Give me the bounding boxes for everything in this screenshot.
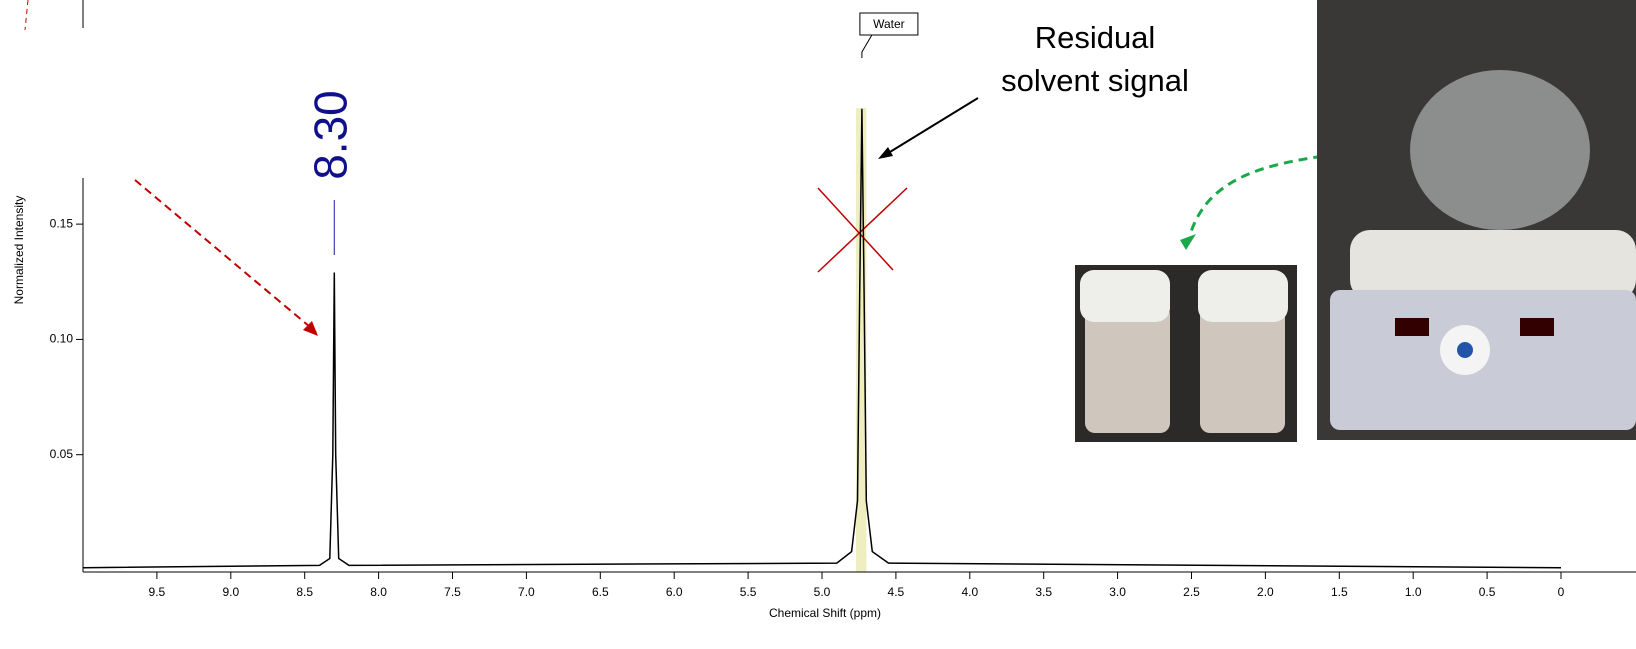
- vial-cap: [1198, 270, 1288, 322]
- hotplate-photo: [1317, 0, 1636, 440]
- x-tick-label: 3.5: [1035, 585, 1052, 599]
- x-tick-label: 6.5: [592, 585, 609, 599]
- x-tick-label: 8.5: [296, 585, 313, 599]
- spectrum-line: [82, 108, 1562, 569]
- vial: [1085, 305, 1170, 433]
- x-tick-label: 4.0: [961, 585, 978, 599]
- x-tick-label: 3.0: [1109, 585, 1126, 599]
- x-tick-label: 2.5: [1183, 585, 1200, 599]
- vial-cap: [1080, 270, 1170, 322]
- x-tick-label: 7.0: [518, 585, 535, 599]
- x-axis-label: Chemical Shift (ppm): [769, 606, 881, 620]
- water-label: Water: [873, 17, 905, 31]
- water-label-pointer: [861, 34, 873, 58]
- water-label-box: [859, 12, 919, 36]
- x-tick-label: 1.5: [1331, 585, 1348, 599]
- flask: [1410, 70, 1590, 230]
- y-tick-label: 0.15: [50, 216, 74, 230]
- y-tick-label: 0.05: [50, 447, 74, 461]
- x-tick-label: 1.0: [1405, 585, 1422, 599]
- x-tick-label: 5.5: [740, 585, 757, 599]
- y-tick-label: 0.10: [50, 332, 74, 346]
- dashed-mark: [24, 0, 29, 31]
- green-arrow: [1188, 150, 1353, 236]
- highlight-band: [855, 108, 867, 572]
- annotation-text: solvent signal: [1001, 63, 1189, 98]
- display: [1520, 318, 1554, 336]
- x-tick-label: 4.5: [888, 585, 905, 599]
- annotation-arrow: [884, 97, 979, 156]
- arrow-head: [878, 147, 893, 159]
- arrow-head: [1180, 234, 1196, 250]
- arrow-head: [303, 321, 318, 336]
- x-tick-label: 9.5: [149, 585, 166, 599]
- hotplate-top: [1350, 230, 1636, 300]
- peak-label: 8.30: [304, 90, 356, 180]
- x-tick-label: 6.0: [666, 585, 683, 599]
- x-tick-label: 5.0: [814, 585, 831, 599]
- x-tick-label: 2.0: [1257, 585, 1274, 599]
- vials-photo: [1075, 265, 1297, 442]
- x-tick-label: 0: [1558, 585, 1565, 599]
- vial: [1200, 305, 1285, 433]
- red-arrow: [134, 179, 317, 333]
- knob-center: [1457, 342, 1473, 358]
- x-tick-label: 0.5: [1479, 585, 1496, 599]
- display: [1395, 318, 1429, 336]
- y-axis-label: Normalized Intensity: [12, 196, 26, 305]
- x-tick-label: 9.0: [222, 585, 239, 599]
- cross-line: [817, 187, 908, 273]
- cross-line: [817, 187, 894, 271]
- x-tick-label: 8.0: [370, 585, 387, 599]
- x-tick-label: 7.5: [444, 585, 461, 599]
- annotation-text: Residual: [1035, 20, 1156, 55]
